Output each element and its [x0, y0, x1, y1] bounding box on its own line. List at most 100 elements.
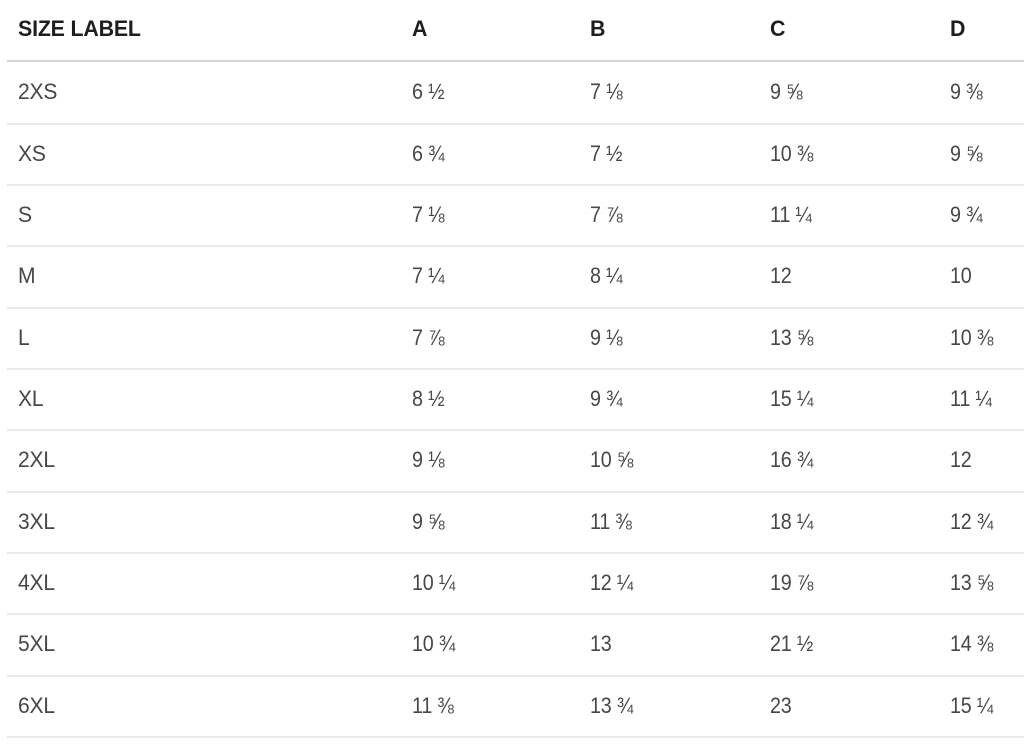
measurement-cell-c-text: 15 ¼	[770, 386, 814, 412]
measurement-cell-a-text: 8 ½	[412, 386, 445, 412]
measurement-cell-c: 10 ⅜	[759, 125, 939, 187]
measurement-cell-b-text: 9 ⅛	[590, 324, 623, 350]
measurement-cell-c-text: 10 ⅜	[770, 140, 814, 166]
measurement-cell-d-text: 14 ⅜	[949, 631, 993, 657]
measurement-cell-b: 11 ⅜	[579, 493, 759, 555]
measurement-cell-d-text: 13 ⅝	[949, 570, 993, 595]
measurement-cell-c: 16 ¾	[759, 431, 939, 493]
measurement-cell-c-text: 12	[770, 263, 792, 289]
size-label-cell: XS	[7, 125, 401, 187]
measurement-cell-a-text: 7 ⅞	[412, 324, 445, 350]
measurement-cell-d: 9 ⅜	[938, 62, 1024, 125]
measurement-cell-c: 19 ⅞	[759, 554, 939, 616]
measurement-cell-c: 18 ¼	[759, 493, 939, 555]
measurement-cell-a-text: 9 ⅝	[412, 508, 445, 534]
size-label-cell-text: XS	[18, 140, 46, 166]
measurement-cell-d-text: 12 ¾	[949, 508, 993, 534]
measurement-cell-d: 10 ⅜	[938, 309, 1024, 371]
measurement-cell-c-text: 21 ½	[770, 631, 814, 657]
measurement-cell-b-text: 13 ¾	[590, 692, 634, 718]
size-label-cell: 6XL	[7, 677, 401, 739]
measurement-cell-d-text: 10 ⅜	[949, 324, 993, 350]
size-label-cell-text: XL	[18, 386, 44, 412]
measurement-cell-a-text: 6 ½	[412, 78, 445, 104]
measurement-cell-a: 8 ½	[401, 370, 579, 432]
size-label-cell-text: 4XL	[18, 570, 55, 595]
size-label-cell-text: 2XL	[18, 447, 55, 473]
column-header-d-text: D	[949, 15, 965, 41]
measurement-cell-c-text: 16 ¾	[770, 447, 814, 473]
size-row-s: S 7 ⅛ 7 ⅞ 11 ¼ 9 ¾	[7, 186, 1024, 248]
size-label-cell-text: 5XL	[18, 631, 55, 657]
size-label-cell-text: S	[18, 202, 32, 228]
measurement-cell-a: 10 ¾	[401, 615, 579, 677]
measurement-cell-c: 15 ¼	[759, 370, 939, 432]
measurement-cell-b-text: 13	[590, 631, 612, 657]
measurement-cell-d-text: 15 ¼	[949, 692, 993, 718]
measurement-cell-a-text: 6 ¾	[412, 140, 445, 166]
measurement-cell-b: 10 ⅝	[579, 431, 759, 493]
size-row-4xl: 4XL 10 ¼ 12 ¼ 19 ⅞ 13 ⅝	[7, 554, 1024, 616]
size-row-2xl: 2XL 9 ⅛ 10 ⅝ 16 ¾ 12	[7, 431, 1024, 493]
size-label-cell: 3XL	[7, 493, 401, 555]
size-row-xl: XL 8 ½ 9 ¾ 15 ¼ 11 ¼	[7, 370, 1024, 432]
measurement-cell-d: 9 ⅝	[938, 125, 1024, 187]
measurement-cell-d-text: 9 ⅝	[949, 140, 983, 166]
measurement-cell-d-text: 11 ¼	[949, 386, 992, 412]
measurement-cell-d: 15 ¼	[938, 677, 1024, 739]
measurement-cell-a: 11 ⅜	[401, 677, 579, 739]
measurement-cell-a: 7 ¼	[401, 247, 579, 309]
measurement-cell-c: 12	[759, 247, 939, 309]
measurement-cell-b-text: 7 ⅛	[590, 78, 623, 104]
size-label-cell-text: 2XS	[18, 78, 58, 104]
measurement-cell-b-text: 7 ½	[590, 140, 623, 166]
measurement-cell-d: 12 ¾	[938, 493, 1024, 555]
column-header-a: A	[401, 0, 579, 62]
size-label-cell: XL	[7, 370, 401, 432]
column-header-c: C	[759, 0, 939, 62]
size-row-m: M 7 ¼ 8 ¼ 12 10	[7, 247, 1024, 309]
size-label-cell: 2XS	[7, 62, 401, 125]
measurement-cell-a: 6 ¾	[401, 125, 579, 187]
size-row-5xl: 5XL 10 ¾ 13 21 ½ 14 ⅜	[7, 615, 1024, 677]
measurement-cell-c-text: 9 ⅝	[770, 78, 803, 104]
column-header-c-text: C	[770, 15, 786, 41]
measurement-cell-c-text: 19 ⅞	[770, 570, 814, 595]
size-row-l: L 7 ⅞ 9 ⅛ 13 ⅝ 10 ⅜	[7, 309, 1024, 371]
size-label-cell: 5XL	[7, 615, 401, 677]
size-label-cell: S	[7, 186, 401, 248]
measurement-cell-d: 12	[938, 431, 1024, 493]
measurement-cell-d-text: 12	[949, 447, 972, 473]
measurement-cell-c-text: 13 ⅝	[770, 324, 814, 350]
size-label-cell: 4XL	[7, 554, 401, 616]
size-label-cell-text: L	[18, 324, 30, 350]
measurement-cell-a: 6 ½	[401, 62, 579, 125]
measurement-cell-c: 11 ¼	[759, 186, 939, 248]
measurement-cell-b: 9 ⅛	[579, 309, 759, 371]
measurement-cell-d-text: 9 ⅜	[949, 78, 983, 104]
column-header-b-text: B	[590, 15, 606, 41]
size-label-cell: L	[7, 309, 401, 371]
column-header-d: D	[938, 0, 1024, 62]
size-row-3xl: 3XL 9 ⅝ 11 ⅜ 18 ¼ 12 ¾	[7, 493, 1024, 555]
size-label-cell: 2XL	[7, 431, 401, 493]
measurement-cell-d: 14 ⅜	[938, 615, 1024, 677]
measurement-cell-c: 21 ½	[759, 615, 939, 677]
measurement-cell-b-text: 11 ⅜	[590, 508, 632, 534]
column-header-b: B	[579, 0, 759, 62]
measurement-cell-b: 7 ½	[579, 125, 759, 187]
measurement-cell-a: 9 ⅛	[401, 431, 579, 493]
measurement-cell-d-text: 10	[949, 263, 972, 289]
size-chart-body: 2XS 6 ½ 7 ⅛ 9 ⅝ 9 ⅜ XS 6 ¾ 7 ½ 10 ⅜ 9 ⅝ S 7 ⅛ 7 ⅞ 11 …	[7, 62, 1024, 739]
measurement-cell-c-text: 18 ¼	[770, 508, 814, 534]
measurement-cell-b: 8 ¼	[579, 247, 759, 309]
size-chart-header: SIZE LABEL A B C D	[7, 0, 1024, 62]
size-chart-table: SIZE LABEL A B C D 2XS 6 ½ 7 ⅛ 9 ⅝ 9 ⅜ XS 6 ¾ 7…	[7, 0, 1024, 739]
measurement-cell-c: 9 ⅝	[759, 62, 939, 125]
column-header-size-label: SIZE LABEL	[7, 0, 401, 62]
measurement-cell-a: 10 ¼	[401, 554, 579, 616]
measurement-cell-b: 13 ¾	[579, 677, 759, 739]
measurement-cell-b-text: 10 ⅝	[590, 447, 634, 473]
measurement-cell-a: 7 ⅞	[401, 309, 579, 371]
measurement-cell-d: 11 ¼	[938, 370, 1024, 432]
